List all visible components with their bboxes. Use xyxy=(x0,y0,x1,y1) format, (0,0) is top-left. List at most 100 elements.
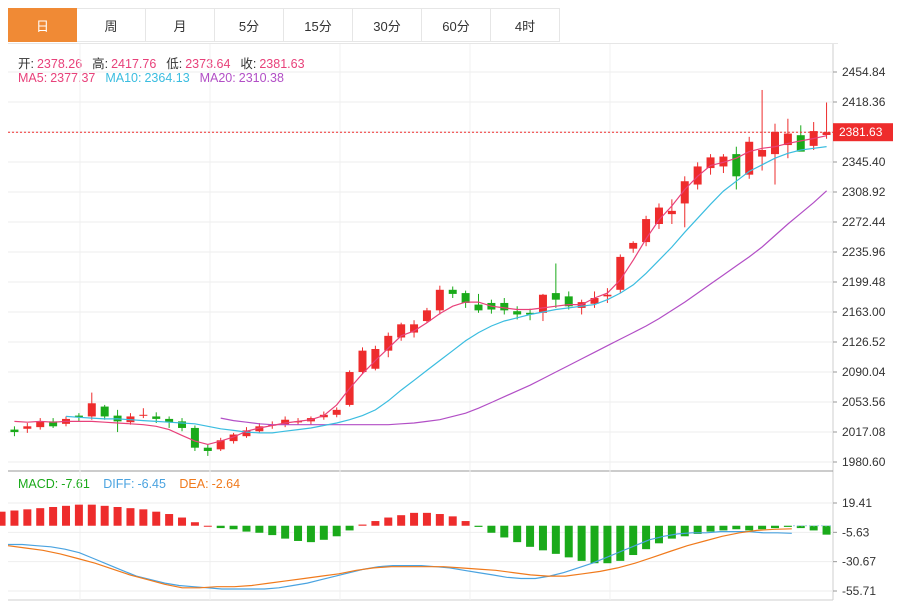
candle-body xyxy=(36,421,45,428)
candle-body xyxy=(165,418,174,423)
macd-tick-label: -55.71 xyxy=(842,584,876,598)
candle-body xyxy=(190,427,199,448)
candle-body xyxy=(745,141,754,175)
macd-bar xyxy=(538,525,547,551)
macd-tick-label: -30.67 xyxy=(842,555,876,569)
macd-bar xyxy=(306,525,315,543)
tab-7[interactable]: 4时 xyxy=(491,8,560,42)
macd-bar xyxy=(152,511,161,526)
candle-body xyxy=(422,310,431,322)
candle-body xyxy=(139,414,148,416)
price-tag-bg xyxy=(833,123,893,142)
macd-bar xyxy=(397,515,406,526)
y-tick-label: 2163.00 xyxy=(842,305,886,319)
macd-bar xyxy=(126,508,135,526)
macd-bar xyxy=(422,512,431,526)
macd-bar xyxy=(551,525,560,554)
tab-0[interactable]: 日 xyxy=(8,8,77,42)
y-tick-label: 1980.60 xyxy=(842,455,886,469)
candle-body xyxy=(178,421,187,428)
macd-bar xyxy=(564,525,573,558)
candle-body xyxy=(49,421,58,427)
close-label: 收: xyxy=(240,57,257,71)
candle-body xyxy=(371,349,380,369)
y-tick-label: 2272.44 xyxy=(842,215,886,229)
low-label: 低: xyxy=(166,57,183,71)
period-tabs: 日周月 5分 15分 30分 60分 4时 xyxy=(8,8,560,44)
ma5-line xyxy=(14,135,827,446)
diff-value: -6.45 xyxy=(137,477,166,491)
macd-tick-label: -5.63 xyxy=(842,525,870,539)
candle-body xyxy=(654,207,663,225)
macd-bar xyxy=(294,525,303,541)
candle-body xyxy=(500,302,509,311)
ma10-value: 2364.13 xyxy=(144,71,190,85)
macd-bar xyxy=(242,525,251,532)
macd-bar xyxy=(745,525,754,531)
macd-bar xyxy=(410,512,419,526)
macd-bar xyxy=(732,525,741,530)
tab-2[interactable]: 月 xyxy=(146,8,215,42)
candle-body xyxy=(590,298,599,304)
macd-bar xyxy=(500,525,509,538)
macd-bar xyxy=(796,525,805,529)
diff-line xyxy=(8,530,792,590)
candle-body xyxy=(526,312,535,315)
y-tick-label: 2053.56 xyxy=(842,395,886,409)
macd-bar xyxy=(203,525,212,527)
candle-body xyxy=(87,403,96,417)
candle-body xyxy=(358,350,367,373)
tab-3[interactable]: 5分 xyxy=(215,8,284,42)
ma20-label: MA20: xyxy=(199,71,236,85)
candle-body xyxy=(513,311,522,315)
candle-body xyxy=(255,426,264,432)
macd-bar xyxy=(0,511,6,526)
candle-body xyxy=(384,335,393,351)
y-tick-label: 2126.52 xyxy=(842,335,886,349)
macd-bar xyxy=(590,525,599,564)
macd-bar xyxy=(384,517,393,526)
candle-body xyxy=(23,426,32,429)
macd-bar xyxy=(642,525,651,550)
tab-6[interactable]: 60分 xyxy=(422,8,491,42)
macd-bar xyxy=(62,505,71,526)
candle-body xyxy=(629,242,638,249)
candle-body xyxy=(435,289,444,311)
candle-body xyxy=(152,416,161,419)
candle-body xyxy=(410,324,419,333)
macd-bar xyxy=(113,506,122,526)
candle-body xyxy=(732,154,741,177)
candle-body xyxy=(229,434,238,442)
candle-body xyxy=(706,157,715,169)
macd-bar xyxy=(332,525,341,537)
tab-5[interactable]: 30分 xyxy=(353,8,422,42)
low-value: 2373.64 xyxy=(185,57,231,71)
tab-4[interactable]: 15分 xyxy=(284,8,353,42)
macd-bar xyxy=(216,525,225,529)
candle-body xyxy=(332,409,341,415)
ma5-value: 2377.37 xyxy=(50,71,96,85)
candle-body xyxy=(564,296,573,307)
candle-body xyxy=(603,294,612,297)
macd-bar xyxy=(448,516,457,526)
macd-bar xyxy=(654,525,663,544)
candle-body xyxy=(100,406,109,417)
macd-bar xyxy=(358,524,367,526)
y-tick-label: 2017.08 xyxy=(842,425,886,439)
macd-bar xyxy=(190,522,199,526)
macd-bar xyxy=(229,525,238,530)
macd-bar xyxy=(74,504,83,526)
macd-bar xyxy=(165,514,174,526)
tab-1[interactable]: 周 xyxy=(77,8,146,42)
candle-body xyxy=(74,415,83,418)
y-tick-label: 2418.36 xyxy=(842,95,886,109)
macd-bar xyxy=(255,525,264,533)
macd-bar xyxy=(23,509,32,526)
macd-bar xyxy=(719,525,728,531)
macd-tick-label: 19.41 xyxy=(842,496,872,510)
ma10-label: MA10: xyxy=(105,71,142,85)
macd-bar xyxy=(603,525,612,564)
candle-body xyxy=(719,156,728,167)
macd-bar xyxy=(629,525,638,556)
